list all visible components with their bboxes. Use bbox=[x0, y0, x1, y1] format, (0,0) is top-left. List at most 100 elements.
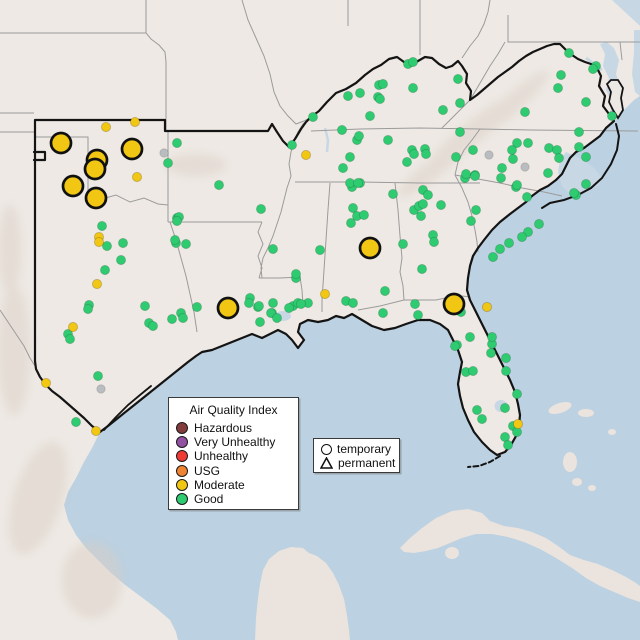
monitor-dot-good[interactable] bbox=[337, 162, 349, 174]
monitor-dot-good[interactable] bbox=[495, 172, 507, 184]
monitor-dot-moderate[interactable] bbox=[93, 236, 105, 248]
monitor-dot-good[interactable] bbox=[533, 218, 545, 230]
monitor-temporary-moderate[interactable] bbox=[49, 131, 73, 155]
monitor-dot-good[interactable] bbox=[580, 151, 592, 163]
monitor-dot-good[interactable] bbox=[397, 238, 409, 250]
monitor-temporary-moderate[interactable] bbox=[120, 137, 144, 161]
monitor-dot-good[interactable] bbox=[117, 237, 129, 249]
monitor-dot-good[interactable] bbox=[255, 203, 267, 215]
monitor-dot-good[interactable] bbox=[347, 297, 359, 309]
monitor-dot-good[interactable] bbox=[101, 240, 113, 252]
monitor-dot-no-data[interactable] bbox=[484, 150, 494, 160]
monitor-dot-good[interactable] bbox=[506, 144, 518, 156]
monitor-dot-good[interactable] bbox=[511, 179, 523, 191]
monitor-dot-good[interactable] bbox=[267, 243, 279, 255]
monitor-dot-good[interactable] bbox=[511, 388, 523, 400]
monitor-dot-good[interactable] bbox=[377, 78, 389, 90]
monitor-dot-good[interactable] bbox=[307, 111, 319, 123]
monitor-dot-good[interactable] bbox=[494, 243, 506, 255]
monitor-dot-good[interactable] bbox=[454, 126, 466, 138]
monitor-dot-good[interactable] bbox=[347, 202, 359, 214]
monitor-dot-good[interactable] bbox=[519, 106, 531, 118]
monitor-dot-moderate[interactable] bbox=[129, 116, 141, 128]
monitor-dot-good[interactable] bbox=[507, 153, 519, 165]
monitor-dot-good[interactable] bbox=[82, 303, 94, 315]
monitor-dot-good[interactable] bbox=[486, 331, 498, 343]
monitor-dot-no-data[interactable] bbox=[159, 148, 169, 158]
monitor-dot-good[interactable] bbox=[314, 244, 326, 256]
monitor-dot-good[interactable] bbox=[382, 134, 394, 146]
monitor-dot-good[interactable] bbox=[243, 297, 255, 309]
monitor-dot-moderate[interactable] bbox=[91, 278, 103, 290]
monitor-dot-good[interactable] bbox=[563, 47, 575, 59]
monitor-dot-good[interactable] bbox=[401, 156, 413, 168]
monitor-dot-good[interactable] bbox=[344, 151, 356, 163]
monitor-dot-good[interactable] bbox=[522, 137, 534, 149]
monitor-dot-good[interactable] bbox=[412, 309, 424, 321]
monitor-dot-good[interactable] bbox=[542, 167, 554, 179]
monitor-dot-moderate[interactable] bbox=[319, 288, 331, 300]
monitor-dot-good[interactable] bbox=[354, 87, 366, 99]
monitor-dot-moderate[interactable] bbox=[300, 149, 312, 161]
monitor-dot-good[interactable] bbox=[417, 198, 429, 210]
monitor-dot-good[interactable] bbox=[407, 56, 419, 68]
monitor-dot-good[interactable] bbox=[452, 73, 464, 85]
monitor-dot-good[interactable] bbox=[290, 268, 302, 280]
monitor-dot-good[interactable] bbox=[253, 300, 265, 312]
monitor-temporary-moderate[interactable] bbox=[83, 157, 107, 181]
monitor-dot-good[interactable] bbox=[450, 151, 462, 163]
monitor-temporary-moderate[interactable] bbox=[84, 186, 108, 210]
monitor-dot-good[interactable] bbox=[469, 170, 481, 182]
monitor-dot-good[interactable] bbox=[169, 234, 181, 246]
monitor-dot-good[interactable] bbox=[422, 189, 434, 201]
monitor-dot-good[interactable] bbox=[283, 302, 295, 314]
monitor-dot-good[interactable] bbox=[166, 313, 178, 325]
monitor-dot-good[interactable] bbox=[428, 236, 440, 248]
monitor-dot-good[interactable] bbox=[516, 231, 528, 243]
monitor-dot-good[interactable] bbox=[435, 199, 447, 211]
monitor-dot-good[interactable] bbox=[96, 220, 108, 232]
monitor-dot-good[interactable] bbox=[502, 439, 514, 451]
monitor-dot-good[interactable] bbox=[171, 137, 183, 149]
monitor-dot-good[interactable] bbox=[377, 307, 389, 319]
monitor-dot-good[interactable] bbox=[177, 312, 189, 324]
monitor-dot-moderate[interactable] bbox=[131, 171, 143, 183]
monitor-dot-good[interactable] bbox=[606, 110, 618, 122]
monitor-dot-good[interactable] bbox=[374, 93, 386, 105]
monitor-dot-good[interactable] bbox=[476, 413, 488, 425]
monitor-dot-good[interactable] bbox=[254, 316, 266, 328]
monitor-dot-good[interactable] bbox=[471, 404, 483, 416]
monitor-dot-good[interactable] bbox=[552, 82, 564, 94]
monitor-temporary-moderate[interactable] bbox=[442, 292, 466, 316]
monitor-dot-good[interactable] bbox=[345, 217, 357, 229]
monitor-dot-good[interactable] bbox=[454, 97, 466, 109]
monitor-dot-good[interactable] bbox=[420, 148, 432, 160]
monitor-dot-good[interactable] bbox=[437, 104, 449, 116]
monitor-dot-good[interactable] bbox=[139, 300, 151, 312]
monitor-dot-good[interactable] bbox=[387, 188, 399, 200]
monitor-dot-good[interactable] bbox=[499, 402, 511, 414]
monitor-dot-good[interactable] bbox=[580, 96, 592, 108]
monitor-dot-good[interactable] bbox=[379, 285, 391, 297]
monitor-dot-good[interactable] bbox=[336, 124, 348, 136]
monitor-dot-moderate[interactable] bbox=[512, 418, 524, 430]
monitor-dot-good[interactable] bbox=[568, 187, 580, 199]
monitor-dot-good[interactable] bbox=[496, 162, 508, 174]
monitor-dot-good[interactable] bbox=[573, 126, 585, 138]
monitor-dot-no-data[interactable] bbox=[520, 162, 530, 172]
monitor-dot-good[interactable] bbox=[358, 209, 370, 221]
monitor-dot-good[interactable] bbox=[500, 352, 512, 364]
monitor-dot-good[interactable] bbox=[271, 312, 283, 324]
monitor-dot-good[interactable] bbox=[64, 333, 76, 345]
monitor-dot-good[interactable] bbox=[409, 298, 421, 310]
monitor-dot-good[interactable] bbox=[353, 130, 365, 142]
monitor-dot-good[interactable] bbox=[295, 298, 307, 310]
monitor-dot-good[interactable] bbox=[267, 297, 279, 309]
monitor-dot-good[interactable] bbox=[408, 148, 420, 160]
monitor-dot-good[interactable] bbox=[92, 370, 104, 382]
monitor-dot-good[interactable] bbox=[465, 215, 477, 227]
monitor-dot-good[interactable] bbox=[416, 263, 428, 275]
monitor-dot-good[interactable] bbox=[587, 63, 599, 75]
monitor-dot-good[interactable] bbox=[99, 264, 111, 276]
monitor-temporary-moderate[interactable] bbox=[216, 296, 240, 320]
